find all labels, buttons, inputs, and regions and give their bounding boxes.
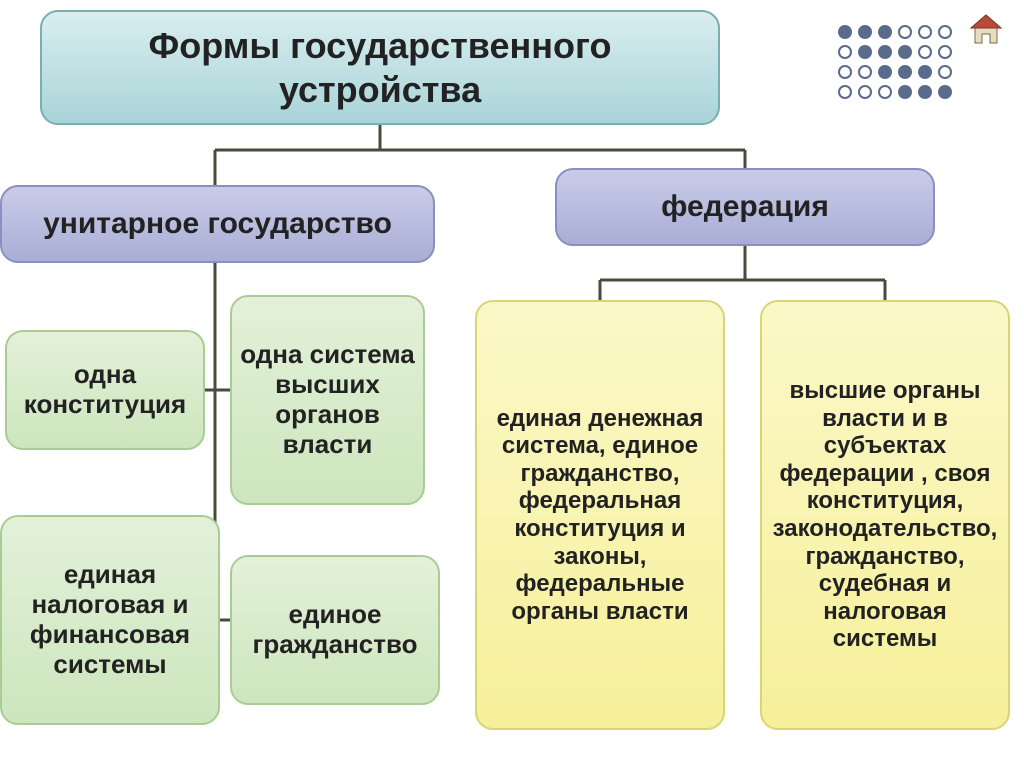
leaf-unitary-citizenship: единое гражданство — [230, 555, 440, 705]
slide-canvas: Формы государственного устройства унитар… — [0, 0, 1024, 767]
title-box: Формы государственного устройства — [40, 10, 720, 125]
home-icon[interactable] — [968, 12, 1004, 48]
leaf-unitary-tax: единая налоговая и финансовая системы — [0, 515, 220, 725]
branch-federation: федерация — [555, 168, 935, 246]
leaf-federation-common: единая денежная система, единое гражданс… — [475, 300, 725, 730]
leaf-unitary-constitution: одна конституция — [5, 330, 205, 450]
leaf-unitary-organs: одна система высших органов власти — [230, 295, 425, 505]
branch-unitary: унитарное государство — [0, 185, 435, 263]
leaf-federation-subjects: высшие органы власти и в субъектах федер… — [760, 300, 1010, 730]
decoration-dots — [838, 25, 954, 101]
